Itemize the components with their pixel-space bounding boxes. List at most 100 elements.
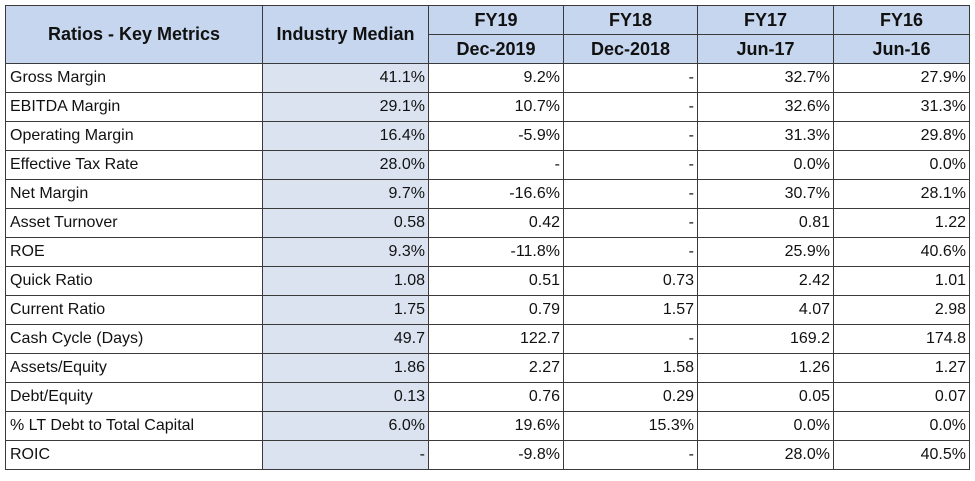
- period-value: 0.79: [428, 295, 564, 325]
- period-value: -: [563, 150, 698, 180]
- metric-label: Quick Ratio: [5, 266, 263, 296]
- industry-median-value: 49.7: [262, 324, 429, 354]
- period-value: -: [563, 324, 698, 354]
- period-value: 32.7%: [697, 63, 834, 93]
- metric-label: Effective Tax Rate: [5, 150, 263, 180]
- metric-label: Current Ratio: [5, 295, 263, 325]
- period-value: 15.3%: [563, 411, 698, 441]
- metric-label: % LT Debt to Total Capital: [5, 411, 263, 441]
- industry-median-value: 16.4%: [262, 121, 429, 151]
- period-fy-header: FY17: [697, 5, 834, 35]
- period-value: 122.7: [428, 324, 564, 354]
- period-value: 2.98: [833, 295, 970, 325]
- period-value: -: [563, 208, 698, 238]
- industry-median-value: -: [262, 440, 429, 470]
- period-value: 27.9%: [833, 63, 970, 93]
- period-value: 0.0%: [833, 150, 970, 180]
- table-body: Gross Margin 41.1% 9.2% -32.7% 27.9% EBITDA M…: [5, 63, 970, 470]
- metric-label: EBITDA Margin: [5, 92, 263, 122]
- metric-label: Net Margin: [5, 179, 263, 209]
- period-value: 0.29: [563, 382, 698, 412]
- period-value: 0.0%: [697, 150, 834, 180]
- industry-median-value: 29.1%: [262, 92, 429, 122]
- period-value: 40.5%: [833, 440, 970, 470]
- industry-median-value: 0.58: [262, 208, 429, 238]
- period-value: -: [563, 237, 698, 267]
- period-value: 1.26: [697, 353, 834, 383]
- industry-median-value: 9.7%: [262, 179, 429, 209]
- industry-median-value: 28.0%: [262, 150, 429, 180]
- period-value: 0.76: [428, 382, 564, 412]
- metric-label: ROE: [5, 237, 263, 267]
- period-value: 40.6%: [833, 237, 970, 267]
- period-value: -16.6%: [428, 179, 564, 209]
- table-row: Cash Cycle (Days) 49.7 122.7-169.2 174.8: [5, 324, 970, 354]
- metric-label: Cash Cycle (Days): [5, 324, 263, 354]
- table-row: Operating Margin 16.4% -5.9% -31.3% 29.8%: [5, 121, 970, 151]
- table-row: Quick Ratio 1.08 0.51 0.73 2.42 1.01: [5, 266, 970, 296]
- period-value: 169.2: [697, 324, 834, 354]
- period-value: -: [563, 63, 698, 93]
- period-value: -11.8%: [428, 237, 564, 267]
- period-value: 2.42: [697, 266, 834, 296]
- period-value: 29.8%: [833, 121, 970, 151]
- period-value: -: [563, 92, 698, 122]
- period-value: 30.7%: [697, 179, 834, 209]
- period-value: 1.57: [563, 295, 698, 325]
- period-value: -: [563, 179, 698, 209]
- period-value: 0.0%: [697, 411, 834, 441]
- period-date-header: Jun-17: [697, 34, 834, 64]
- period-value: 9.2%: [428, 63, 564, 93]
- period-fy-header: FY18: [563, 5, 698, 35]
- metric-label: Debt/Equity: [5, 382, 263, 412]
- table-title: Ratios - Key Metrics: [5, 5, 263, 64]
- period-value: 32.6%: [697, 92, 834, 122]
- period-date-header: Dec-2018: [563, 34, 698, 64]
- table-row: Debt/Equity 0.13 0.76 0.29 0.05 0.07: [5, 382, 970, 412]
- industry-median-value: 1.08: [262, 266, 429, 296]
- period-value: 0.0%: [833, 411, 970, 441]
- period-value: 0.73: [563, 266, 698, 296]
- industry-median-value: 41.1%: [262, 63, 429, 93]
- table-row: ROIC - -9.8% -28.0% 40.5%: [5, 440, 970, 470]
- header-row-fy: Ratios - Key Metrics Industry Median FY1…: [5, 5, 970, 64]
- metric-label: ROIC: [5, 440, 263, 470]
- period-value: 28.1%: [833, 179, 970, 209]
- industry-median-value: 1.75: [262, 295, 429, 325]
- industry-median-value: 9.3%: [262, 237, 429, 267]
- period-date-header: Dec-2019: [428, 34, 564, 64]
- period-value: 1.58: [563, 353, 698, 383]
- table-row: ROE 9.3% -11.8% -25.9% 40.6%: [5, 237, 970, 267]
- table-row: Assets/Equity 1.86 2.27 1.58 1.26 1.27: [5, 353, 970, 383]
- period-value: 2.27: [428, 353, 564, 383]
- industry-median-value: 0.13: [262, 382, 429, 412]
- period-value: -: [428, 150, 564, 180]
- table-row: Effective Tax Rate 28.0% - -0.0% 0.0%: [5, 150, 970, 180]
- period-value: 31.3%: [833, 92, 970, 122]
- period-value: 1.01: [833, 266, 970, 296]
- period-value: 10.7%: [428, 92, 564, 122]
- period-value: 1.22: [833, 208, 970, 238]
- period-fy-header: FY19: [428, 5, 564, 35]
- period-date-header: Jun-16: [833, 34, 970, 64]
- table-row: % LT Debt to Total Capital 6.0% 19.6% 15.3%…: [5, 411, 970, 441]
- period-value: -5.9%: [428, 121, 564, 151]
- table-header: Ratios - Key Metrics Industry Median FY1…: [5, 5, 970, 64]
- table-row: EBITDA Margin 29.1% 10.7% -32.6% 31.3%: [5, 92, 970, 122]
- period-value: 1.27: [833, 353, 970, 383]
- table-row: Current Ratio 1.75 0.79 1.57 4.07 2.98: [5, 295, 970, 325]
- period-value: 19.6%: [428, 411, 564, 441]
- table-row: Asset Turnover 0.58 0.42-0.81 1.22: [5, 208, 970, 238]
- industry-median-value: 1.86: [262, 353, 429, 383]
- industry-median-value: 6.0%: [262, 411, 429, 441]
- period-value: 31.3%: [697, 121, 834, 151]
- industry-median-header: Industry Median: [262, 5, 429, 64]
- period-value: 0.81: [697, 208, 834, 238]
- period-value: 28.0%: [697, 440, 834, 470]
- metric-label: Asset Turnover: [5, 208, 263, 238]
- metric-label: Operating Margin: [5, 121, 263, 151]
- metric-label: Gross Margin: [5, 63, 263, 93]
- header-row-date: Dec-2019 Dec-2018 Jun-17 Jun-16: [6, 34, 970, 64]
- period-fy-header: FY16: [833, 5, 970, 35]
- period-value: 0.05: [697, 382, 834, 412]
